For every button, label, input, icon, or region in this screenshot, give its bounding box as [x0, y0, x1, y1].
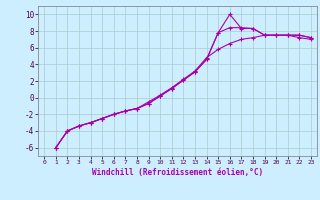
X-axis label: Windchill (Refroidissement éolien,°C): Windchill (Refroidissement éolien,°C)	[92, 168, 263, 177]
